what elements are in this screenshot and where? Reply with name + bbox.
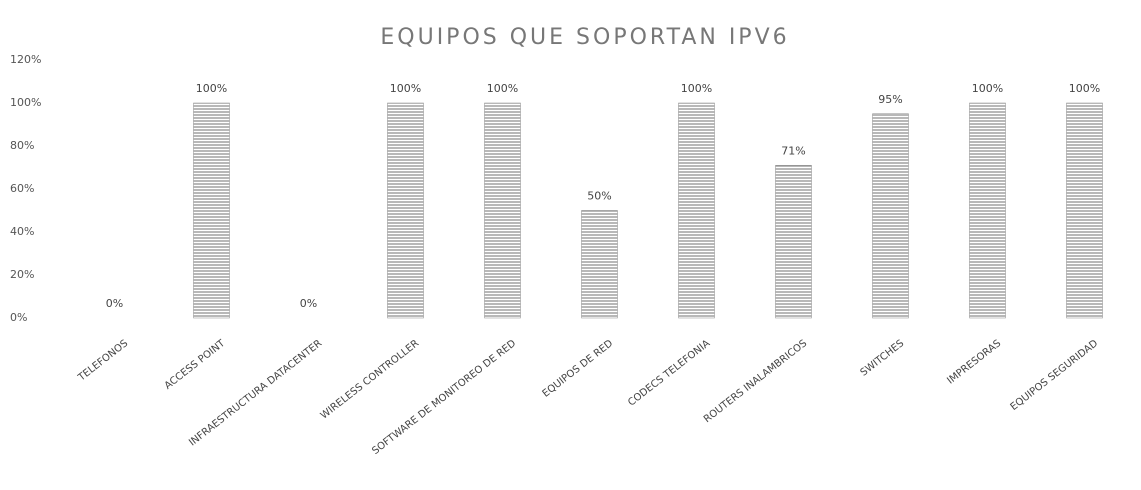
- x-tick-label: ROUTERS INALAMBRICOS: [702, 338, 809, 425]
- bar: [969, 102, 1006, 319]
- x-tick-label: EQUIPOS SEGURIDAD: [1009, 338, 1101, 413]
- data-label: 100%: [1069, 82, 1100, 95]
- y-tick-label: 100%: [10, 96, 41, 109]
- data-label: 100%: [681, 82, 712, 95]
- data-label: 100%: [390, 82, 421, 95]
- bar: [775, 165, 812, 319]
- bar: [193, 102, 230, 319]
- y-tick-label: 20%: [10, 268, 34, 281]
- data-label: 50%: [587, 190, 611, 203]
- bar: [387, 102, 424, 319]
- bar: [1066, 102, 1103, 319]
- x-tick-label: IMPRESORAS: [945, 338, 1003, 387]
- chart-title: EQUIPOS QUE SOPORTAN IPV6: [380, 25, 789, 50]
- bar: [872, 113, 909, 319]
- x-tick-label: ACCESS POINT: [163, 338, 228, 392]
- bar: [581, 210, 618, 319]
- x-tick-label: TELEFONOS: [76, 338, 131, 384]
- y-tick-label: 40%: [10, 225, 34, 238]
- bar: [678, 102, 715, 319]
- bar: [484, 102, 521, 319]
- x-tick-label: WIRELESS CONTROLLER: [319, 338, 422, 422]
- y-tick-label: 0%: [10, 311, 27, 324]
- data-label: 100%: [196, 82, 227, 95]
- x-tick-label: EQUIPOS DE RED: [541, 338, 616, 400]
- y-tick-label: 80%: [10, 139, 34, 152]
- data-label: 95%: [878, 93, 902, 106]
- data-label: 0%: [106, 297, 123, 310]
- y-tick-label: 60%: [10, 182, 34, 195]
- data-label: 100%: [487, 82, 518, 95]
- data-label: 100%: [972, 82, 1003, 95]
- x-tick-label: SWITCHES: [859, 338, 907, 379]
- x-tick-label: CODECS TELEFONIA: [626, 338, 712, 409]
- data-label: 71%: [781, 144, 805, 157]
- y-tick-label: 120%: [10, 53, 41, 66]
- data-label: 0%: [300, 297, 317, 310]
